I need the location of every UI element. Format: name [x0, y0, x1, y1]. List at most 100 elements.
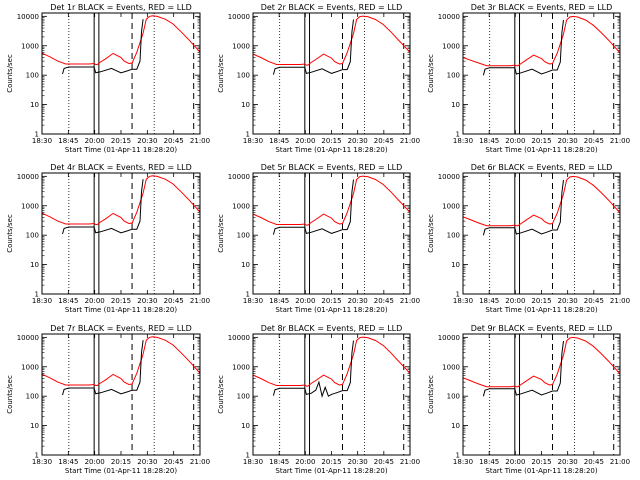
- x-axis-label: Start Time (01-Apr-11 18:28:20): [65, 467, 177, 475]
- panel-title: Det 4r BLACK = Events, RED = LLD: [50, 163, 192, 172]
- x-axis-label: Start Time (01-Apr-11 18:28:20): [275, 146, 387, 154]
- series-lld: [41, 175, 201, 225]
- x-tick-label: 18:45: [269, 458, 289, 466]
- x-axis-label: Start Time (01-Apr-11 18:28:20): [65, 306, 177, 314]
- x-tick-label: 20:15: [111, 137, 131, 145]
- x-tick-label: 20:30: [348, 137, 368, 145]
- x-tick-label: 18:30: [453, 137, 473, 145]
- y-tick-label: 1000: [21, 202, 39, 210]
- series-lld: [41, 336, 201, 386]
- y-tick-label: 1000: [21, 363, 39, 371]
- y-axis-label: Counts/sec: [427, 375, 435, 414]
- x-tick-label: 21:00: [190, 458, 210, 466]
- panel-det-6: Det 6r BLACK = Events, RED = LLD Counts/s…: [427, 163, 630, 314]
- x-tick-label: 20:45: [164, 137, 184, 145]
- y-tick-label: 100: [447, 72, 460, 80]
- y-tick-label: 100: [26, 72, 39, 80]
- x-tick-label: 21:00: [610, 297, 630, 305]
- plot-frame: [252, 172, 411, 295]
- x-tick-label: 20:15: [531, 458, 551, 466]
- x-tick-label: 20:15: [321, 137, 341, 145]
- x-tick-label: 20:45: [584, 458, 604, 466]
- y-tick-label: 10000: [17, 334, 39, 342]
- y-tick-label: 10: [30, 261, 39, 269]
- plot-frame: [462, 12, 621, 135]
- x-tick-label: 21:00: [610, 458, 630, 466]
- panel-title: Det 3r BLACK = Events, RED = LLD: [471, 3, 613, 12]
- x-tick-label: 21:00: [610, 137, 630, 145]
- x-tick-label: 21:00: [400, 458, 420, 466]
- x-tick-label: 20:15: [321, 458, 341, 466]
- y-tick-label: 10: [451, 101, 460, 109]
- plot-frame: [41, 172, 201, 295]
- series-lld: [41, 15, 201, 65]
- y-tick-label: 1: [246, 131, 250, 139]
- series-lld: [252, 175, 411, 226]
- plot-frame: [41, 333, 201, 456]
- x-tick-label: 18:45: [269, 137, 289, 145]
- series-events: [482, 340, 564, 397]
- x-tick-label: 20:00: [295, 137, 315, 145]
- y-axis-label: Counts/sec: [6, 375, 14, 414]
- x-tick-label: 21:00: [190, 137, 210, 145]
- y-tick-label: 10000: [228, 173, 250, 181]
- x-axis-label: Start Time (01-Apr-11 18:28:20): [275, 306, 387, 314]
- panel-det-1: Det 1r BLACK = Events, RED = LLD Counts/s…: [6, 3, 210, 154]
- series-events: [62, 340, 144, 396]
- panel-title: Det 9r BLACK = Events, RED = LLD: [471, 324, 613, 333]
- y-tick-label: 1: [246, 291, 250, 299]
- series-events: [482, 19, 564, 76]
- x-tick-label: 20:30: [558, 458, 578, 466]
- x-tick-label: 20:00: [85, 297, 105, 305]
- y-tick-label: 1: [246, 452, 250, 460]
- series-events: [272, 340, 354, 399]
- x-tick-label: 20:00: [295, 458, 315, 466]
- panel-title: Det 1r BLACK = Events, RED = LLD: [50, 3, 192, 12]
- y-tick-label: 1000: [442, 363, 460, 371]
- x-tick-label: 18:45: [479, 137, 499, 145]
- x-tick-label: 18:45: [58, 137, 78, 145]
- x-tick-label: 20:00: [505, 458, 525, 466]
- x-axis-label: Start Time (01-Apr-11 18:28:20): [485, 467, 597, 475]
- panel-title: Det 8r BLACK = Events, RED = LLD: [261, 324, 403, 333]
- x-axis-label: Start Time (01-Apr-11 18:28:20): [485, 146, 597, 154]
- y-tick-label: 1: [35, 291, 39, 299]
- x-tick-label: 20:30: [558, 297, 578, 305]
- x-tick-label: 20:45: [164, 297, 184, 305]
- y-tick-label: 100: [26, 393, 39, 401]
- series-events: [62, 19, 144, 75]
- x-tick-label: 20:45: [374, 137, 394, 145]
- panel-title: Det 5r BLACK = Events, RED = LLD: [261, 163, 403, 172]
- y-tick-label: 1: [456, 452, 460, 460]
- y-tick-label: 10000: [228, 13, 250, 21]
- y-tick-label: 1000: [442, 202, 460, 210]
- y-tick-label: 10000: [228, 334, 250, 342]
- y-axis-label: Counts/sec: [6, 214, 14, 253]
- y-tick-label: 100: [237, 393, 250, 401]
- x-tick-label: 18:30: [243, 458, 263, 466]
- y-tick-label: 1000: [232, 42, 250, 50]
- x-tick-label: 21:00: [190, 297, 210, 305]
- x-tick-label: 20:45: [374, 297, 394, 305]
- x-tick-label: 18:45: [269, 297, 289, 305]
- x-tick-label: 21:00: [400, 137, 420, 145]
- x-tick-label: 20:30: [558, 137, 578, 145]
- x-tick-label: 18:30: [32, 137, 52, 145]
- x-tick-label: 20:00: [295, 297, 315, 305]
- series-lld: [252, 15, 411, 66]
- panel-det-4: Det 4r BLACK = Events, RED = LLD Counts/s…: [6, 163, 210, 314]
- series-events: [272, 179, 354, 235]
- x-axis-label: Start Time (01-Apr-11 18:28:20): [65, 146, 177, 154]
- panel-det-2: Det 2r BLACK = Events, RED = LLD Counts/s…: [217, 3, 420, 154]
- series-lld: [462, 15, 621, 67]
- y-tick-label: 10: [241, 261, 250, 269]
- y-axis-label: Counts/sec: [6, 54, 14, 93]
- y-tick-label: 10000: [17, 173, 39, 181]
- panel-det-5: Det 5r BLACK = Events, RED = LLD Counts/s…: [217, 163, 420, 314]
- panel-det-3: Det 3r BLACK = Events, RED = LLD Counts/s…: [427, 3, 630, 154]
- y-tick-label: 10: [241, 422, 250, 430]
- x-tick-label: 20:00: [505, 137, 525, 145]
- x-tick-label: 20:15: [111, 458, 131, 466]
- y-tick-label: 10: [241, 101, 250, 109]
- x-tick-label: 20:45: [164, 458, 184, 466]
